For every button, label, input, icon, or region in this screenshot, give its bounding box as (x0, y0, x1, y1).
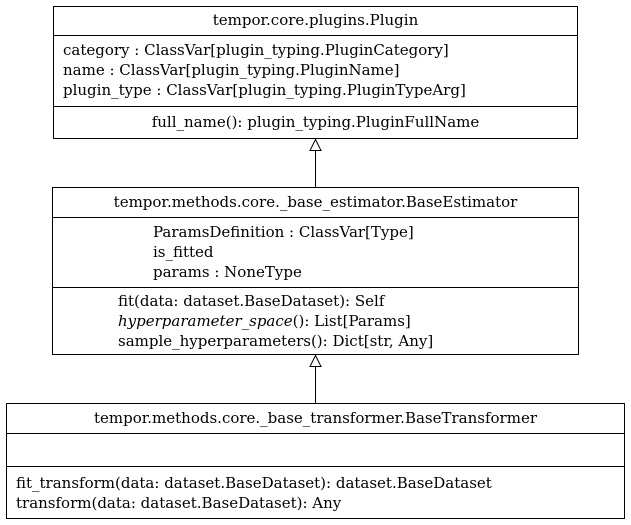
class-plugin-box (53, 6, 578, 139)
class-base-estimator-name: tempor.methods.core._base_estimator.Base… (114, 193, 518, 211)
class-plugin: tempor.core.plugins.Plugin category : Cl… (53, 6, 578, 139)
class-plugin-attr: category : ClassVar[plugin_typing.Plugin… (63, 41, 449, 59)
class-plugin-name: tempor.core.plugins.Plugin (213, 11, 419, 29)
inheritance-estimator-to-plugin (309, 138, 322, 188)
abstract-method-name: hyperparameter_space (118, 312, 293, 330)
inheritance-arrowhead (309, 138, 322, 151)
class-base-estimator: tempor.methods.core._base_estimator.Base… (52, 187, 579, 355)
class-base-transformer-box (6, 403, 625, 519)
class-plugin-method: full_name(): plugin_typing.PluginFullNam… (152, 113, 480, 131)
class-base-estimator-method-abstract: hyperparameter_space(): List[Params] (118, 312, 411, 330)
class-plugin-attr: name : ClassVar[plugin_typing.PluginName… (63, 61, 400, 79)
class-base-transformer-name: tempor.methods.core._base_transformer.Ba… (94, 409, 538, 427)
class-base-estimator-attr: is_fitted (153, 243, 214, 261)
class-base-estimator-attr: ParamsDefinition : ClassVar[Type] (153, 223, 414, 241)
class-base-transformer-method: transform(data: dataset.BaseDataset): An… (16, 494, 342, 512)
class-plugin-attr: plugin_type : ClassVar[plugin_typing.Plu… (63, 81, 466, 99)
inheritance-transformer-to-estimator (309, 354, 322, 404)
inheritance-arrowhead (309, 354, 322, 367)
class-base-transformer: tempor.methods.core._base_transformer.Ba… (6, 403, 625, 519)
class-base-estimator-box (52, 187, 579, 355)
abstract-method-signature: (): List[Params] (293, 312, 411, 330)
class-base-estimator-method: fit(data: dataset.BaseDataset): Self (118, 292, 386, 310)
class-base-transformer-method: fit_transform(data: dataset.BaseDataset)… (16, 474, 492, 492)
class-base-estimator-method: sample_hyperparameters(): Dict[str, Any] (118, 332, 433, 350)
class-base-estimator-attr: params : NoneType (153, 263, 302, 281)
